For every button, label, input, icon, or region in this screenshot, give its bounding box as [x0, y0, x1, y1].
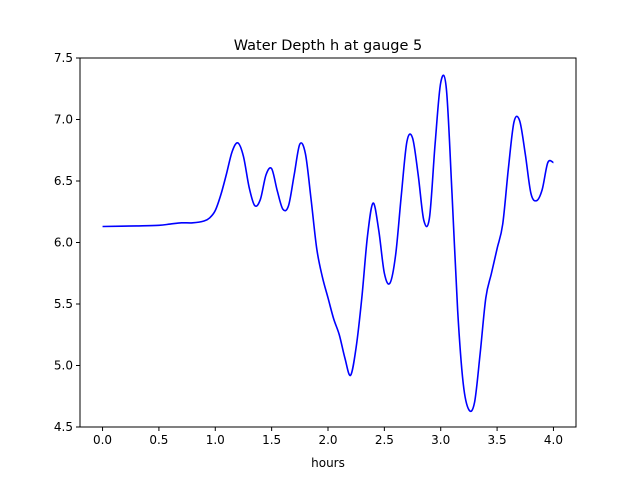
plot-area — [102, 74, 554, 413]
x-tick-label: 1.5 — [262, 433, 281, 447]
y-tick-label: 5.0 — [54, 359, 73, 373]
x-tick-label: 2.5 — [375, 433, 394, 447]
x-axis-label: hours — [311, 456, 345, 470]
plot-frame — [79, 57, 577, 428]
x-tick-label: 3.0 — [431, 433, 450, 447]
y-axis: 4.5 5.0 5.5 6.0 6.5 7.0 7.5 — [54, 51, 80, 434]
y-tick-label: 7.5 — [54, 51, 73, 65]
x-tick-label: 0.0 — [93, 433, 112, 447]
x-tick-label: 0.5 — [149, 433, 168, 447]
y-tick-label: 4.5 — [54, 420, 73, 434]
x-axis: 0.0 0.5 1.0 1.5 2.0 2.5 3.0 3.5 4.0 — [93, 427, 563, 447]
x-tick-label: 3.5 — [488, 433, 507, 447]
series-line — [102, 74, 554, 413]
y-tick-label: 7.0 — [54, 113, 73, 127]
x-tick-label: 2.0 — [318, 433, 337, 447]
x-tick-label: 1.0 — [206, 433, 225, 447]
y-tick-label: 6.5 — [54, 174, 73, 188]
x-tick-label: 4.0 — [544, 433, 563, 447]
chart-title: Water Depth h at gauge 5 — [234, 38, 422, 54]
y-tick-label: 6.0 — [54, 236, 73, 250]
y-tick-label: 5.5 — [54, 297, 73, 311]
